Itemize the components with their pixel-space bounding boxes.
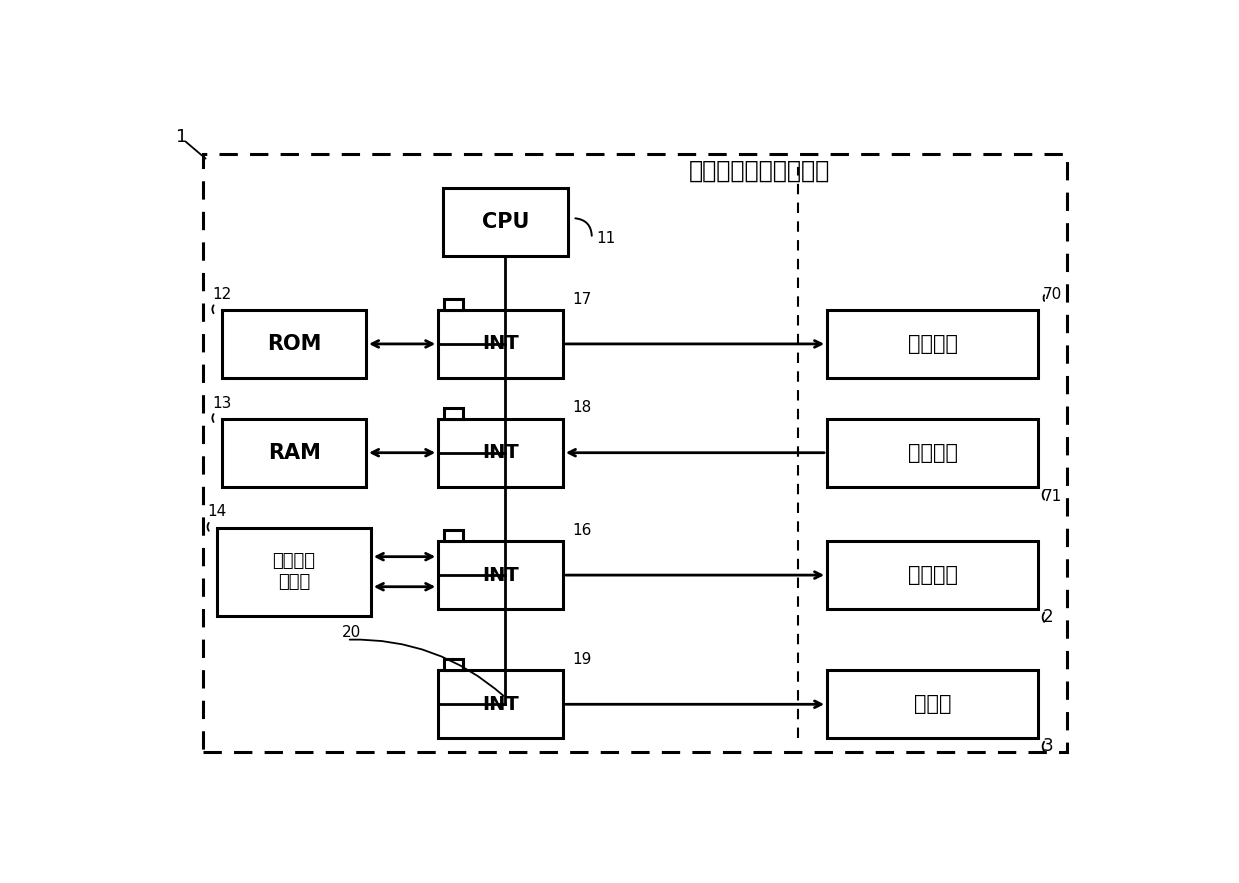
Text: 14: 14: [208, 504, 227, 519]
Text: 12: 12: [213, 287, 232, 302]
Text: INT: INT: [482, 566, 519, 585]
Text: ROM: ROM: [266, 334, 321, 354]
Bar: [217, 527, 370, 616]
Bar: [203, 154, 1067, 752]
Text: RAM: RAM: [268, 442, 321, 463]
Bar: [444, 660, 463, 670]
Bar: [439, 419, 563, 487]
Text: 11: 11: [597, 231, 616, 246]
Text: 加工中心: 加工中心: [908, 565, 958, 585]
Bar: [444, 530, 463, 541]
Text: 传感器: 传感器: [914, 694, 952, 714]
Text: INT: INT: [482, 695, 519, 713]
Text: INT: INT: [482, 335, 519, 353]
Text: 输入装置: 输入装置: [908, 442, 958, 463]
Text: CPU: CPU: [482, 212, 529, 231]
Bar: [222, 310, 367, 378]
Bar: [439, 541, 563, 609]
Bar: [444, 187, 567, 255]
Text: INT: INT: [482, 443, 519, 462]
Text: 1: 1: [176, 127, 187, 146]
Bar: [828, 670, 1038, 738]
Bar: [444, 408, 463, 419]
Text: 19: 19: [572, 652, 592, 667]
Text: 显示装置: 显示装置: [908, 334, 958, 354]
Bar: [828, 419, 1038, 487]
Text: 18: 18: [572, 400, 592, 415]
Bar: [439, 670, 563, 738]
Bar: [439, 310, 563, 378]
Text: 刀具安装异常检测装置: 刀具安装异常检测装置: [689, 159, 830, 183]
Text: 13: 13: [213, 396, 232, 411]
Text: 3: 3: [1043, 737, 1053, 755]
Text: 2: 2: [1043, 608, 1053, 626]
Text: 17: 17: [572, 291, 592, 306]
Text: 16: 16: [572, 523, 592, 538]
Bar: [828, 310, 1038, 378]
Bar: [828, 541, 1038, 609]
Text: 非易失性
存储器: 非易失性 存储器: [273, 552, 316, 591]
Bar: [444, 299, 463, 310]
Text: 20: 20: [342, 624, 362, 639]
Text: 70: 70: [1043, 287, 1062, 302]
Text: 71: 71: [1043, 488, 1062, 503]
Bar: [222, 419, 367, 487]
